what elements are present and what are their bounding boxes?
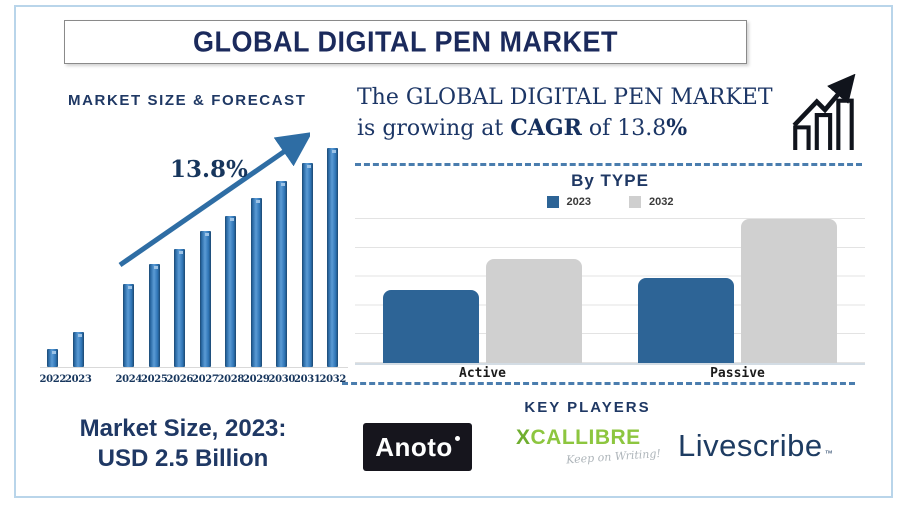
forecast-year-label: 2024	[115, 374, 143, 385]
xcallibre-logo: XCALLIBRE Keep on Writing!	[516, 426, 661, 467]
xcallibre-logo-text: XCALLIBRE	[516, 426, 641, 449]
anoto-logo-text: Anoto	[375, 431, 453, 462]
forecast-bar	[250, 198, 262, 367]
forecast-bar	[327, 148, 339, 367]
livescribe-logo-text: Livescribe	[678, 428, 823, 463]
forecast-year-label: 2026	[166, 374, 194, 385]
cagr-annotation: 13.8%	[170, 156, 248, 183]
bytype-legend: 2023 2032	[355, 196, 865, 208]
forecast-year-label: 2022	[39, 374, 67, 385]
bytype-bar-active-2032	[486, 259, 582, 363]
trend-arrow-icon	[118, 132, 310, 268]
forecast-bar-column: 2027	[191, 231, 219, 385]
legend-item-2023: 2023	[546, 196, 591, 208]
forecast-bar	[199, 231, 211, 367]
forecast-year-label: 2023	[64, 374, 92, 385]
bytype-section-title: By TYPE	[571, 171, 649, 190]
forecast-bar	[174, 249, 186, 367]
forecast-bar-column: 2031	[293, 163, 321, 385]
growth-chart-icon	[792, 74, 856, 150]
market-size-line2: USD 2.5 Billion	[97, 445, 269, 472]
forecast-bar	[148, 264, 160, 367]
livescribe-logo: Livescribe ™	[678, 428, 833, 464]
forecast-axis-baseline	[40, 367, 348, 368]
forecast-bar	[47, 349, 59, 367]
forecast-bar	[225, 216, 237, 367]
forecast-bar-column: 2028	[217, 216, 245, 385]
bytype-group-active	[355, 218, 610, 363]
anoto-logo: Anoto	[363, 423, 472, 471]
bytype-category-label: Passive	[710, 366, 765, 381]
forecast-bar	[123, 284, 135, 367]
divider-dashed-top	[355, 163, 862, 166]
market-size-line1: Market Size, 2023:	[79, 415, 287, 442]
statement-percent-sign: %	[666, 115, 688, 141]
statement-line1: The GLOBAL DIGITAL PEN MARKET	[357, 85, 773, 110]
forecast-year-label: 2028	[217, 374, 245, 385]
forecast-bar-column: 2024	[115, 284, 143, 385]
anoto-logo-dot	[454, 435, 460, 441]
legend-item-2032: 2032	[629, 196, 673, 208]
forecast-year-label: 2027	[191, 374, 219, 385]
divider-dashed-bottom	[342, 382, 855, 385]
title-box: GLOBAL DIGITAL PEN MARKET	[64, 20, 747, 64]
statement-cagr-word: CAGR	[510, 115, 582, 141]
bytype-chart	[355, 218, 865, 365]
bytype-category-label: Active	[459, 366, 506, 381]
legend-label-2032: 2032	[649, 196, 674, 208]
bytype-bar-passive-2023	[638, 278, 734, 363]
forecast-bar-column: 2030	[268, 181, 296, 385]
key-players-title: KEY PLAYERS	[524, 399, 651, 416]
forecast-year-label: 2030	[268, 374, 296, 385]
forecast-year-label: 2032	[319, 374, 347, 385]
bytype-category-labels: Active Passive	[355, 366, 865, 381]
forecast-bar-column: 2022	[39, 349, 67, 385]
bytype-bar-passive-2032	[741, 219, 837, 363]
livescribe-trademark: ™	[824, 449, 833, 458]
forecast-chart: 2022 2023 2024 2025 2026 2027 2028 2029 2030 2031…	[39, 133, 348, 385]
legend-swatch-2032	[629, 196, 641, 208]
forecast-year-label: 2025	[140, 374, 168, 385]
statement-line2-pre: is growing at	[357, 116, 511, 141]
forecast-bar-column: 2026	[166, 249, 194, 385]
forecast-section-title: MARKET SIZE & FORECAST	[68, 92, 307, 109]
forecast-bar-column: 2023	[64, 332, 92, 385]
cagr-statement: The GLOBAL DIGITAL PEN MARKET is growing…	[357, 82, 797, 144]
legend-label-2023: 2023	[566, 196, 591, 208]
forecast-bar-column: 2025	[140, 264, 168, 385]
forecast-year-label: 2029	[242, 374, 270, 385]
forecast-bar	[276, 181, 288, 367]
forecast-bar	[301, 163, 313, 367]
xcallibre-tagline: Keep on Writing!	[565, 446, 662, 467]
forecast-bar-column: 2032	[319, 148, 347, 385]
bytype-bars	[355, 218, 865, 363]
forecast-bar-column: 2029	[242, 198, 270, 385]
statement-line2-mid: of 13.8	[581, 116, 667, 141]
forecast-year-label: 2031	[293, 374, 321, 385]
legend-swatch-2023	[546, 196, 559, 208]
page-title: GLOBAL DIGITAL PEN MARKET	[192, 25, 618, 58]
forecast-bar	[72, 332, 84, 367]
bytype-bar-active-2023	[383, 290, 479, 363]
market-size-callout: Market Size, 2023: USD 2.5 Billion	[38, 414, 328, 474]
bytype-group-passive	[610, 218, 865, 363]
